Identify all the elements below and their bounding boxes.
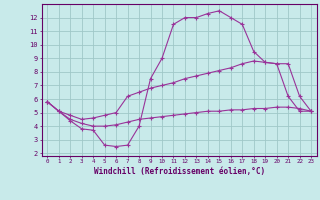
X-axis label: Windchill (Refroidissement éolien,°C): Windchill (Refroidissement éolien,°C) xyxy=(94,167,265,176)
